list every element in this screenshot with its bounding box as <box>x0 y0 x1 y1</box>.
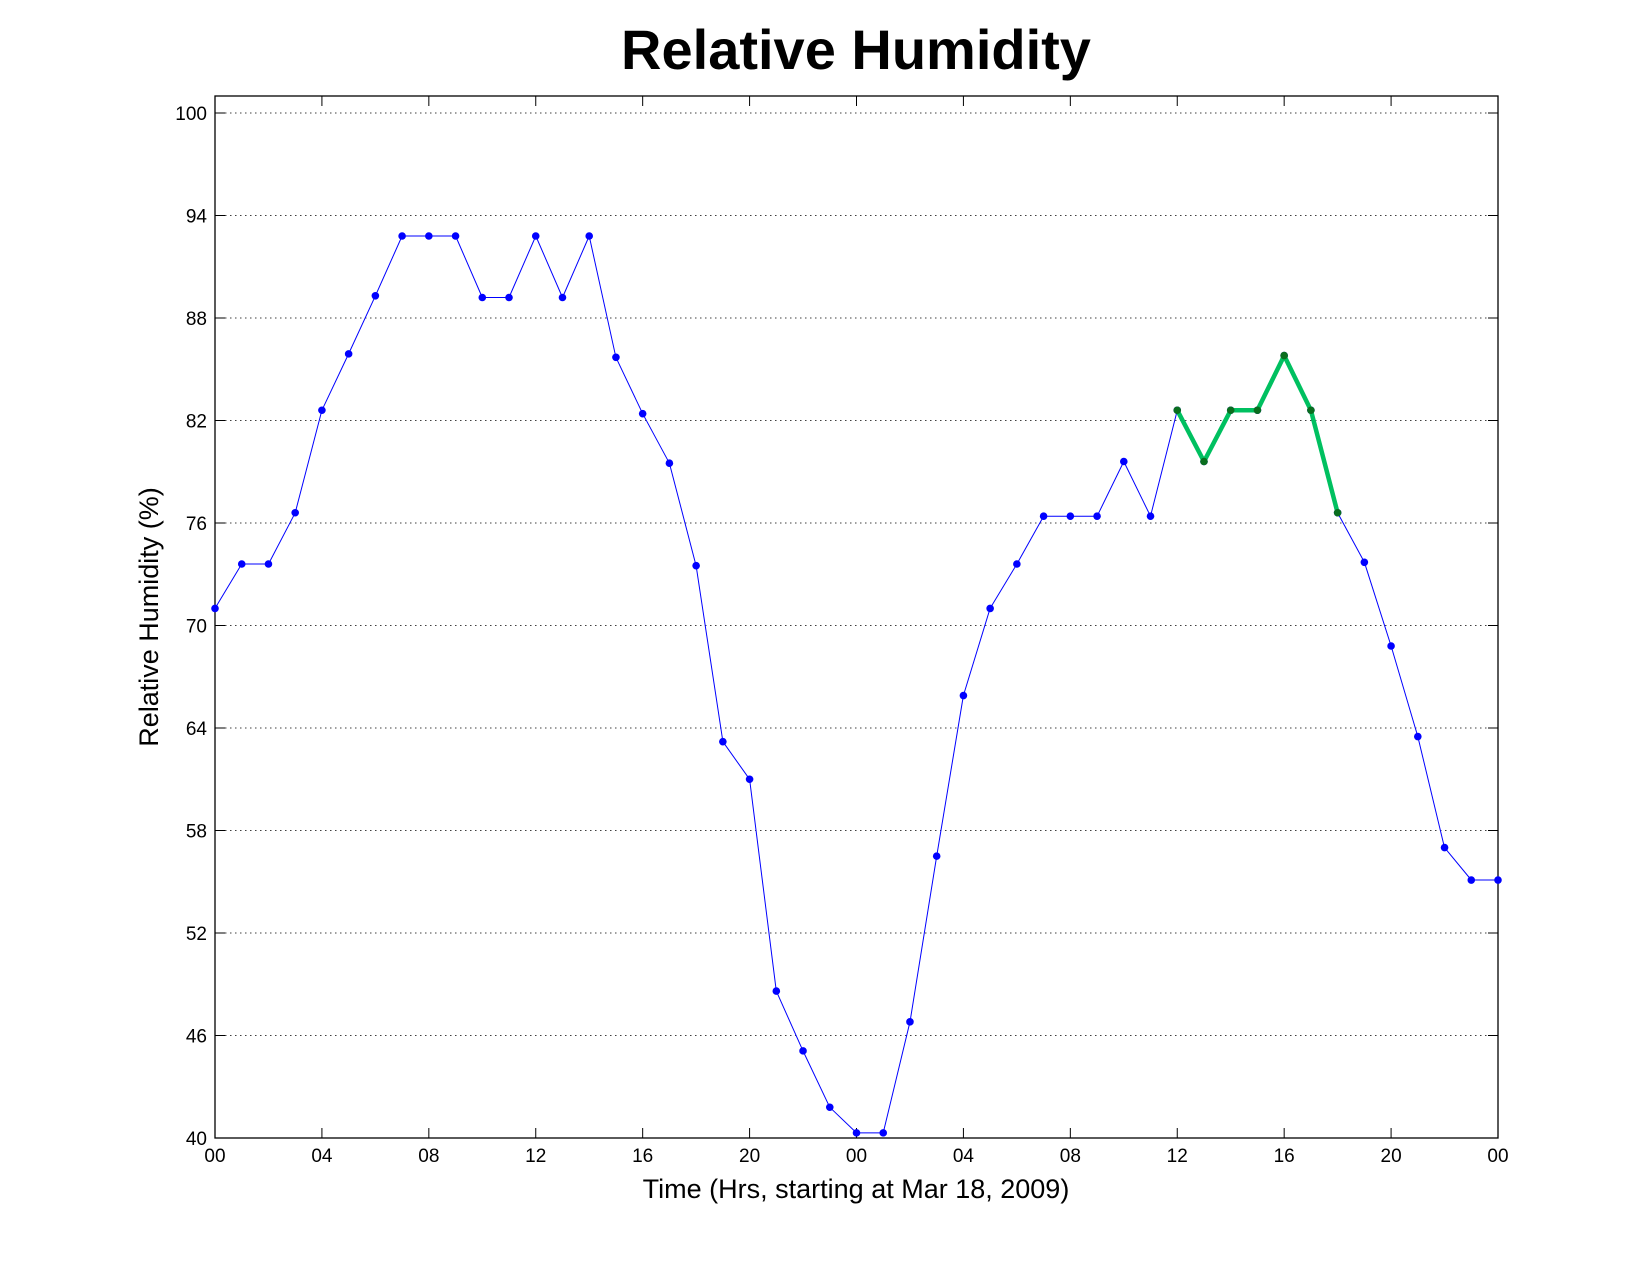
data-point <box>1360 558 1369 567</box>
x-tick-label: 20 <box>739 1146 760 1167</box>
data-point <box>719 737 727 746</box>
y-tick-label: 94 <box>186 207 208 228</box>
data-point <box>531 232 540 240</box>
y-axis: 40 46 52 58 64 70 76 82 88 94 100 <box>175 104 1498 1150</box>
data-point <box>1226 406 1235 415</box>
data-point <box>318 406 326 415</box>
y-tick-label: 88 <box>186 309 207 330</box>
plot-frame <box>214 95 1499 1139</box>
y-tick-label: 70 <box>186 617 207 638</box>
x-axis-title: Time (Hrs, starting at Mar 18, 2009) <box>643 1174 1070 1204</box>
series-line <box>214 235 1498 1134</box>
data-point <box>745 775 754 784</box>
y-axis-title: Relative Humidity (%) <box>134 487 164 747</box>
data-point <box>1467 876 1476 884</box>
data-point <box>1333 508 1342 517</box>
data-point <box>237 560 246 568</box>
series-1 <box>1173 351 1342 517</box>
data-point <box>1387 642 1395 650</box>
data-point <box>478 293 487 302</box>
data-point <box>371 291 380 300</box>
data-point <box>879 1129 888 1137</box>
data-point <box>1146 512 1155 520</box>
data-point <box>932 852 941 860</box>
data-point <box>211 604 219 613</box>
data-point <box>1039 512 1048 520</box>
data-point <box>825 1103 834 1112</box>
series-0 <box>211 232 1502 1137</box>
data-point <box>1494 876 1502 884</box>
data-point <box>772 987 781 995</box>
data-point <box>799 1047 807 1055</box>
data-point <box>1173 406 1182 415</box>
x-tick-label: 00 <box>846 1146 867 1167</box>
data-point <box>1093 512 1101 520</box>
series-line <box>1175 353 1340 514</box>
y-tick-label: 58 <box>186 822 207 843</box>
y-tick-label: 46 <box>186 1027 207 1048</box>
data-point <box>1253 406 1262 415</box>
data-point <box>264 560 273 568</box>
data-point <box>1119 457 1128 466</box>
data-point <box>1307 406 1315 415</box>
x-tick-label: 16 <box>1274 1146 1295 1167</box>
data-point <box>585 232 594 240</box>
data-point <box>986 604 994 613</box>
x-tick-label: 12 <box>1167 1146 1188 1167</box>
data-point <box>1013 560 1021 568</box>
data-point <box>1200 457 1208 466</box>
data-point <box>665 459 674 468</box>
chart-title: Relative Humidity <box>621 18 1091 81</box>
data-point <box>1066 512 1075 520</box>
y-tick-label: 100 <box>175 104 207 125</box>
x-tick-label: 04 <box>311 1146 333 1167</box>
x-tick-label: 12 <box>525 1146 546 1167</box>
data-point <box>505 293 513 302</box>
grid-lines <box>215 112 1498 1036</box>
data-point <box>692 561 700 570</box>
data-point <box>852 1129 861 1137</box>
x-tick-label: 00 <box>204 1146 225 1167</box>
y-tick-label: 82 <box>186 412 207 433</box>
x-tick-label: 08 <box>1060 1146 1081 1167</box>
data-point <box>291 508 299 517</box>
data-point <box>344 350 353 358</box>
data-point <box>398 232 406 240</box>
x-tick-label: 20 <box>1381 1146 1402 1167</box>
y-tick-label: 52 <box>186 924 207 945</box>
data-point <box>1280 351 1288 360</box>
data-point <box>1414 732 1422 741</box>
x-axis: 00 04 08 12 16 20 00 04 08 12 16 20 00 <box>204 96 1509 1167</box>
y-tick-label: 76 <box>186 514 207 535</box>
x-tick-label: 08 <box>418 1146 439 1167</box>
data-point <box>558 293 567 302</box>
data-point <box>425 232 433 240</box>
data-point <box>959 691 968 700</box>
data-point <box>451 232 460 240</box>
data-point <box>1440 843 1449 852</box>
y-tick-label: 40 <box>186 1129 207 1150</box>
data-point <box>906 1018 914 1026</box>
x-tick-label: 04 <box>953 1146 975 1167</box>
x-tick-label: 00 <box>1487 1146 1508 1167</box>
data-point <box>638 409 647 418</box>
data-point <box>612 353 620 362</box>
data-series <box>211 232 1502 1137</box>
x-tick-label: 16 <box>632 1146 653 1167</box>
y-tick-label: 64 <box>186 719 208 740</box>
